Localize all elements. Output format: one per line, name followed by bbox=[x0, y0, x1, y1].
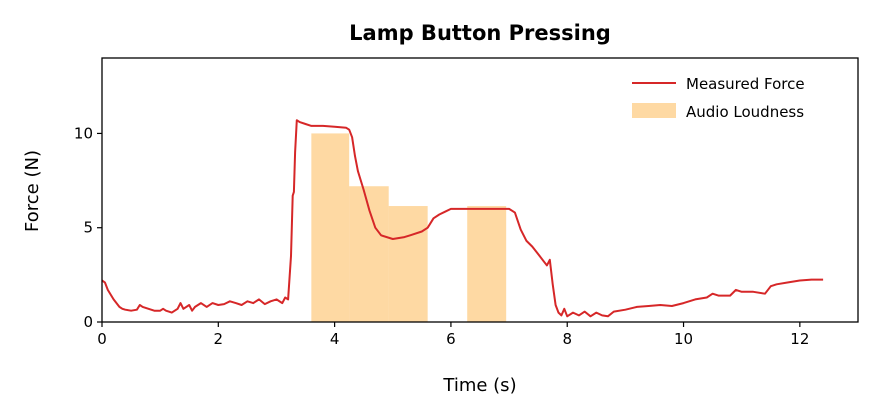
x-axis-ticks: 0 2 4 6 8 10 12 bbox=[97, 322, 809, 348]
plot-frame bbox=[101, 57, 859, 323]
audio-loudness-bars bbox=[311, 133, 507, 322]
x-tick-label: 10 bbox=[674, 330, 693, 348]
y-axis-label: Force (N) bbox=[22, 150, 43, 232]
x-tick-label: 8 bbox=[562, 330, 572, 348]
audio-loudness-bar bbox=[311, 133, 350, 322]
measured-force-line bbox=[101, 119, 824, 318]
y-axis-ticks: 0 5 10 bbox=[74, 124, 102, 331]
x-tick-label: 12 bbox=[790, 330, 809, 348]
y-tick-label: 5 bbox=[83, 219, 93, 237]
legend-bar-swatch bbox=[632, 103, 676, 118]
y-tick-label: 10 bbox=[74, 124, 93, 142]
audio-loudness-bar bbox=[467, 206, 507, 322]
audio-loudness-bar bbox=[388, 206, 428, 322]
legend-label-force: Measured Force bbox=[686, 75, 805, 93]
x-tick-label: 2 bbox=[214, 330, 224, 348]
legend-label-audio: Audio Loudness bbox=[686, 103, 804, 121]
x-tick-label: 4 bbox=[330, 330, 340, 348]
x-tick-label: 6 bbox=[446, 330, 456, 348]
chart-title: Lamp Button Pressing bbox=[349, 21, 611, 45]
y-tick-label: 0 bbox=[83, 313, 93, 331]
x-axis-label: Time (s) bbox=[442, 375, 516, 396]
legend: Measured Force Audio Loudness bbox=[632, 75, 805, 121]
x-tick-label: 0 bbox=[97, 330, 107, 348]
